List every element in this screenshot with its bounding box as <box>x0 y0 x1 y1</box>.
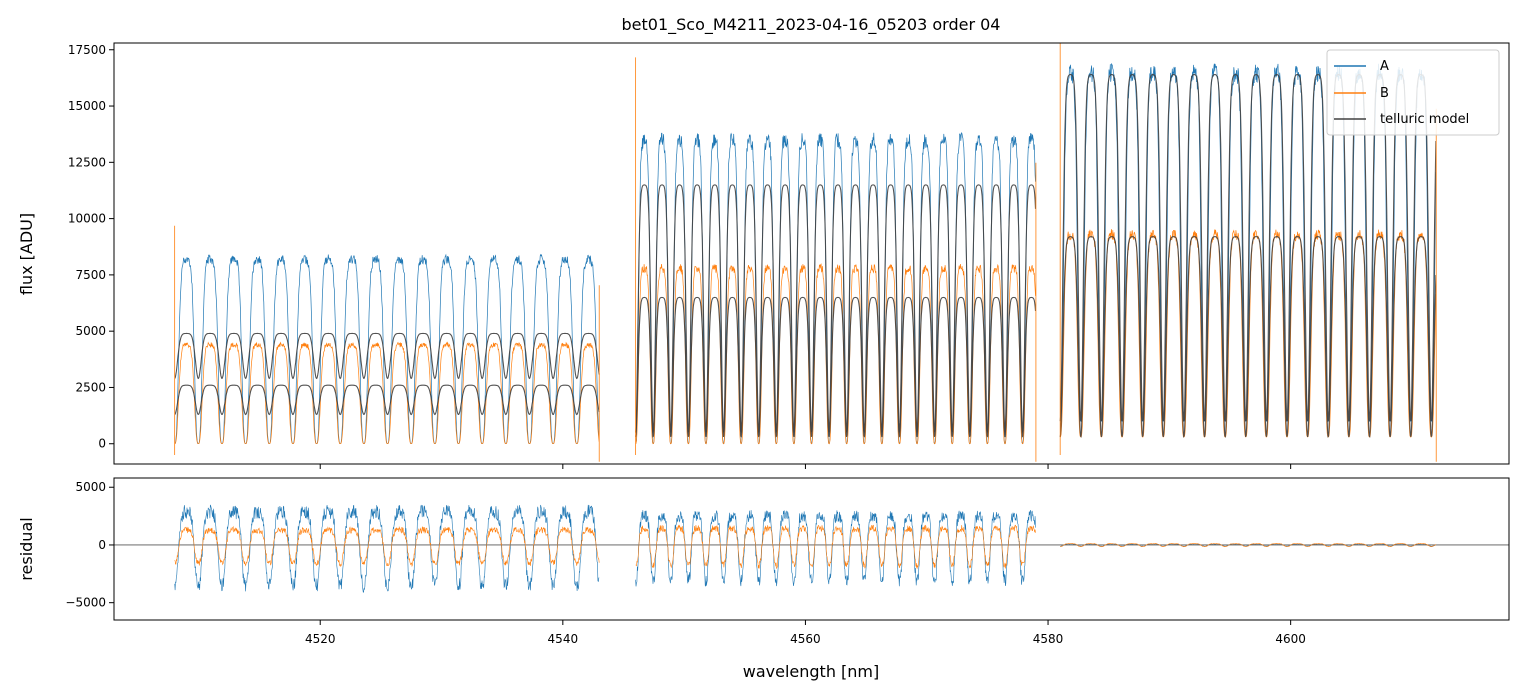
flux-y-tick-label: 5000 <box>75 324 106 338</box>
flux-y-ticks: 0 2500 5000 7500 10000 12500 15000 17500 <box>68 43 114 451</box>
telluric-model-line <box>174 384 600 416</box>
chart-title: bet01_Sco_M4211_2023-04-16_05203 order 0… <box>622 15 1001 35</box>
flux-y-tick-label: 2500 <box>75 380 106 394</box>
flux-y-tick-label: 10000 <box>68 212 106 226</box>
flux-panel-frame <box>113 42 1510 465</box>
residual-y-tick-label: −5000 <box>65 596 106 610</box>
series-b-line <box>635 263 1036 445</box>
flux-y-tick-label: 0 <box>98 437 106 451</box>
legend: A B telluric model <box>1326 49 1500 136</box>
legend-label-a: A <box>1380 59 1389 74</box>
flux-y-tick-label: 17500 <box>68 43 106 57</box>
x-tick-label: 4560 <box>790 632 821 646</box>
residual-x-ticks: 4520 4540 4560 4580 4600 <box>305 620 1306 646</box>
residual-panel: −5000 0 5000 4520 4540 4560 4580 4600 residual <box>17 477 1510 646</box>
residual-b-line <box>1060 543 1437 548</box>
residual-b-line <box>174 525 600 568</box>
residual-y-tick-label: 0 <box>98 538 106 552</box>
series-b-line <box>174 341 600 445</box>
legend-label-b: B <box>1380 86 1389 101</box>
telluric-model-line <box>174 332 600 380</box>
flux-y-label: flux [ADU] <box>17 213 36 295</box>
telluric-model-line <box>635 184 1037 434</box>
flux-y-tick-label: 15000 <box>68 99 106 113</box>
telluric-model-line <box>1059 236 1437 438</box>
residual-a-line <box>174 504 600 593</box>
telluric-model-line <box>1059 74 1437 423</box>
residual-panel-frame <box>113 477 1510 621</box>
x-tick-label: 4600 <box>1275 632 1306 646</box>
x-tick-label: 4540 <box>548 632 579 646</box>
residual-series-group <box>114 504 1509 593</box>
x-tick-label: 4520 <box>305 632 336 646</box>
flux-y-tick-label: 7500 <box>75 268 106 282</box>
series-a-line <box>174 253 600 445</box>
residual-b-line <box>635 524 1036 569</box>
residual-y-label: residual <box>17 517 36 580</box>
telluric-model-line <box>635 296 1037 438</box>
x-tick-label: 4580 <box>1033 632 1064 646</box>
flux-series-group <box>174 43 1437 462</box>
flux-y-tick-label: 12500 <box>68 155 106 169</box>
flux-panel: 0 2500 5000 7500 10000 12500 15000 17500 flux [… <box>17 42 1510 469</box>
residual-a-line <box>635 510 1036 587</box>
flux-x-ticks <box>319 464 1292 469</box>
x-axis-label: wavelength [nm] <box>743 662 880 681</box>
residual-y-ticks: −5000 0 5000 <box>65 480 114 610</box>
series-a-line <box>635 132 1036 445</box>
legend-frame <box>1326 49 1500 136</box>
residual-y-tick-label: 5000 <box>75 480 106 494</box>
legend-label-telluric: telluric model <box>1380 112 1469 127</box>
